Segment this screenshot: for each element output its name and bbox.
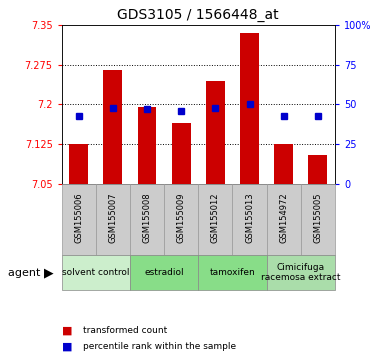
Bar [240,33,259,184]
Text: transformed count: transformed count [83,326,167,336]
Text: GSM155006: GSM155006 [74,193,83,243]
Bar [62,255,130,290]
Text: GSM155005: GSM155005 [313,193,322,243]
Text: percentile rank within the sample: percentile rank within the sample [83,342,236,352]
Bar [198,184,233,255]
Bar [266,184,301,255]
Title: GDS3105 / 1566448_at: GDS3105 / 1566448_at [117,8,279,22]
Bar [164,184,198,255]
Text: ■: ■ [62,326,72,336]
Text: ▶: ▶ [44,266,54,279]
Bar [62,184,96,255]
Bar [198,255,266,290]
Text: agent: agent [8,268,44,278]
Text: GSM154972: GSM154972 [279,193,288,243]
Text: tamoxifen: tamoxifen [209,268,255,277]
Bar [172,123,191,184]
Bar [233,184,266,255]
Bar [69,144,88,184]
Text: estradiol: estradiol [144,268,184,277]
Bar [266,255,335,290]
Bar [137,107,156,184]
Bar [308,155,327,184]
Bar [130,184,164,255]
Bar [274,144,293,184]
Bar [206,80,225,184]
Text: Cimicifuga
racemosa extract: Cimicifuga racemosa extract [261,263,340,282]
Text: ■: ■ [62,342,72,352]
Text: GSM155007: GSM155007 [108,193,117,243]
Text: solvent control: solvent control [62,268,129,277]
Text: GSM155012: GSM155012 [211,193,220,243]
Text: GSM155009: GSM155009 [177,193,186,243]
Bar [96,184,130,255]
Bar [301,184,335,255]
Text: GSM155008: GSM155008 [142,193,152,243]
Bar [130,255,198,290]
Text: GSM155013: GSM155013 [245,193,254,243]
Bar [104,70,122,184]
